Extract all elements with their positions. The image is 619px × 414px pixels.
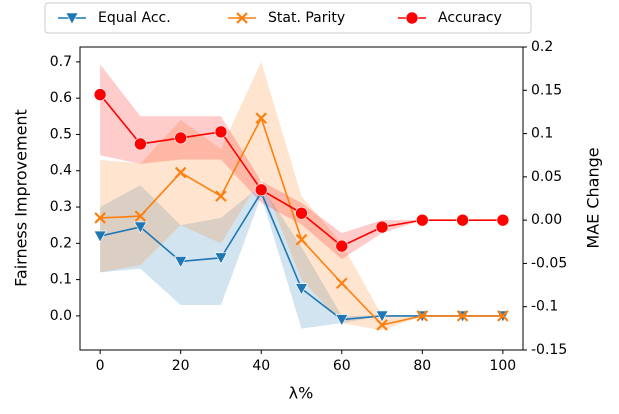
data-point: [93, 88, 107, 101]
y-tick-label: 0.1: [50, 272, 72, 288]
data-point: [94, 212, 106, 224]
legend-marker: [405, 11, 419, 25]
data-point: [134, 210, 147, 222]
data-point: [335, 239, 349, 253]
data-point: [215, 190, 227, 202]
data-point: [375, 310, 389, 323]
data-point: [456, 213, 469, 227]
confidence-band: [100, 61, 503, 331]
plot-frame: [79, 46, 524, 351]
data-point: [254, 183, 268, 197]
data-point: [214, 125, 228, 139]
x-tick-label: 20: [172, 358, 190, 374]
legend-label: Stat. Parity: [268, 10, 345, 26]
data-point: [134, 137, 147, 151]
y-axis-label: Fairness Improvement: [12, 109, 31, 287]
y2-tick-label: 0.00: [531, 212, 562, 228]
y-tick-label: 0.3: [50, 199, 72, 215]
y2-tick-label: 0.1: [531, 126, 553, 142]
data-point: [416, 310, 429, 322]
y-tick-label: 0.2: [50, 235, 72, 251]
data-point: [174, 256, 188, 269]
data-point: [496, 213, 510, 227]
data-point: [416, 213, 429, 227]
x-axis-label: λ%: [289, 384, 314, 403]
data-point: [456, 310, 469, 322]
legend-marker: [65, 12, 79, 25]
y2-tick-label: 0.15: [531, 82, 562, 98]
confidence-band: [100, 185, 503, 329]
data-point: [295, 233, 308, 246]
y2-tick-label: 0.2: [531, 39, 553, 55]
y-tick-label: 0.7: [50, 54, 72, 70]
data-point: [93, 230, 107, 243]
data-point: [335, 314, 349, 327]
data-point: [133, 221, 147, 234]
x-tick-label: 40: [252, 358, 270, 374]
data-point: [335, 277, 348, 290]
data-point: [294, 283, 309, 296]
data-point: [295, 206, 308, 220]
x-tick-label: 0: [96, 358, 105, 374]
x-tick-label: 100: [489, 358, 516, 374]
x-tick-label: 80: [413, 358, 431, 374]
y2-tick-label: -0.1: [531, 299, 558, 315]
legend-label: Accuracy: [438, 10, 502, 26]
y2-axis-label: MAE Change: [584, 147, 603, 248]
y2-tick-label: 0.05: [531, 169, 562, 185]
data-point: [255, 112, 268, 124]
y2-tick-label: -0.05: [531, 255, 567, 271]
legend-frame: [44, 2, 532, 34]
data-point: [376, 319, 388, 331]
data-point: [214, 252, 228, 265]
y-tick-label: 0.4: [50, 163, 72, 179]
y2-tick-label: -0.15: [531, 342, 567, 358]
legend-marker: [236, 12, 248, 24]
data-point: [174, 166, 187, 179]
legend-label: Equal Acc.: [98, 10, 171, 26]
y-tick-label: 0.0: [50, 308, 72, 324]
confidence-band: [100, 64, 503, 260]
data-point: [375, 220, 389, 234]
x-tick-label: 60: [333, 358, 351, 374]
y-tick-label: 0.5: [50, 126, 72, 142]
data-point: [174, 131, 187, 145]
y-tick-label: 0.6: [50, 90, 72, 106]
data-point: [497, 310, 509, 322]
